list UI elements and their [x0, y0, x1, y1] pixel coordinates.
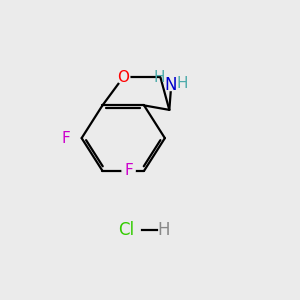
Circle shape: [165, 79, 177, 91]
Text: F: F: [124, 163, 133, 178]
Text: F: F: [62, 130, 70, 146]
Text: Cl: Cl: [118, 221, 134, 239]
Circle shape: [60, 132, 73, 145]
Text: H: H: [154, 70, 165, 85]
Circle shape: [122, 164, 135, 177]
Text: O: O: [117, 70, 129, 85]
Circle shape: [117, 70, 130, 84]
Text: N: N: [165, 76, 177, 94]
Text: H: H: [176, 76, 188, 91]
Text: H: H: [157, 221, 170, 239]
